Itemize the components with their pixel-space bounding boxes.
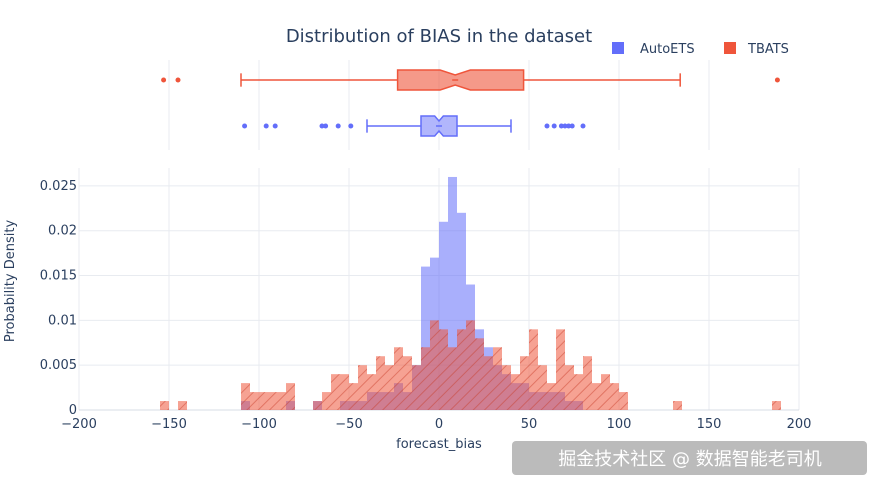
x-tick-label: 200 [787,417,812,432]
bar-autoets [421,266,430,410]
bar-tbats [277,392,286,410]
outlier-autoets [242,123,248,129]
bar-tbats [484,356,493,410]
outlier-tbats [774,77,780,83]
outlier-autoets [580,123,586,129]
y-tick-label: 0 [69,403,77,418]
y-tick-label: 0.01 [48,313,77,328]
chart-title: Distribution of BIAS in the dataset [286,26,592,47]
bar-tbats [529,329,538,410]
bar-tbats [349,383,358,410]
bar-tbats [394,347,403,410]
bar-tbats [178,401,187,410]
bar-tbats [250,392,259,410]
bar-tbats [583,356,592,410]
outlier-autoets [562,123,568,129]
box-tbats [396,69,525,91]
bar-tbats [313,401,322,410]
bar-tbats [772,401,781,410]
legend-label-autoets[interactable]: AutoETS [640,42,695,57]
y-tick-label: 0.02 [48,224,77,239]
bar-tbats [376,356,385,410]
bar-tbats [457,329,466,410]
bar-tbats [466,320,475,410]
bar-tbats [286,383,295,410]
x-axis-title: forecast_bias [396,437,482,452]
outlier-autoets [335,123,341,129]
bar-tbats [385,365,394,410]
legend[interactable]: AutoETS TBATS [612,42,789,57]
bar-tbats [619,392,628,410]
bar-tbats [574,374,583,410]
bar-tbats [520,356,529,410]
bar-tbats [475,338,484,410]
bar-tbats [547,383,556,410]
outlier-autoets [348,123,354,129]
bar-tbats [502,365,511,410]
outlier-autoets [323,123,329,129]
bar-tbats [448,347,457,410]
bar-tbats [340,374,349,410]
bar-tbats [322,392,331,410]
bar-tbats [610,383,619,410]
outlier-tbats [175,77,181,83]
bar-tbats [331,374,340,410]
bar-tbats [601,374,610,410]
outlier-autoets [558,123,564,129]
watermark-background [512,441,867,475]
x-tick-label: −50 [335,417,362,432]
bar-autoets [448,176,457,410]
y-tick-label: 0.005 [40,358,77,373]
bar-tbats [439,329,448,410]
bar-tbats [556,329,565,410]
bar-tbats [241,383,250,410]
y-tick-label: 0.025 [40,179,77,194]
x-tick-label: 50 [521,417,538,432]
bar-tbats [565,365,574,410]
bar-tbats [268,392,277,410]
axes: −200 −150 −100 −50 0 50 100 150 200 0 0.005 0.01 0.0… [40,179,812,432]
bar-autoets [457,212,466,410]
outlier-autoets [544,123,550,129]
legend-label-tbats[interactable]: TBATS [747,42,789,57]
outlier-autoets [272,123,278,129]
bar-tbats [493,347,502,410]
x-tick-label: −150 [151,417,187,432]
legend-swatch-autoets[interactable] [612,42,624,54]
outlier-autoets [566,123,572,129]
bar-tbats [358,365,367,410]
legend-swatch-tbats[interactable] [724,42,736,54]
x-tick-label: 150 [697,417,722,432]
x-tick-label: −100 [241,417,277,432]
x-tick-label: −200 [61,417,97,432]
x-tick-label: 100 [607,417,632,432]
bar-tbats [160,401,169,410]
bar-tbats [403,356,412,410]
outlier-autoets [569,123,575,129]
x-tick-label: 0 [435,417,443,432]
marginal-boxplots [161,69,780,137]
histogram-bars [160,176,781,410]
y-axis-title: Probability Density [3,220,18,343]
bar-tbats [592,383,601,410]
bar-tbats [673,401,682,410]
bar-autoets [439,221,448,410]
outlier-autoets [263,123,269,129]
bar-tbats [259,392,268,410]
bar-tbats [538,365,547,410]
watermark: 掘金技术社区 @ 数据智能老司机 [558,449,821,470]
outlier-tbats [161,77,167,83]
bar-tbats [421,347,430,410]
outlier-autoets [551,123,557,129]
y-tick-label: 0.015 [40,269,77,284]
bar-tbats [511,374,520,410]
outlier-autoets [319,123,325,129]
bar-tbats [367,374,376,410]
bar-tbats [430,320,439,410]
bar-tbats [412,365,421,410]
